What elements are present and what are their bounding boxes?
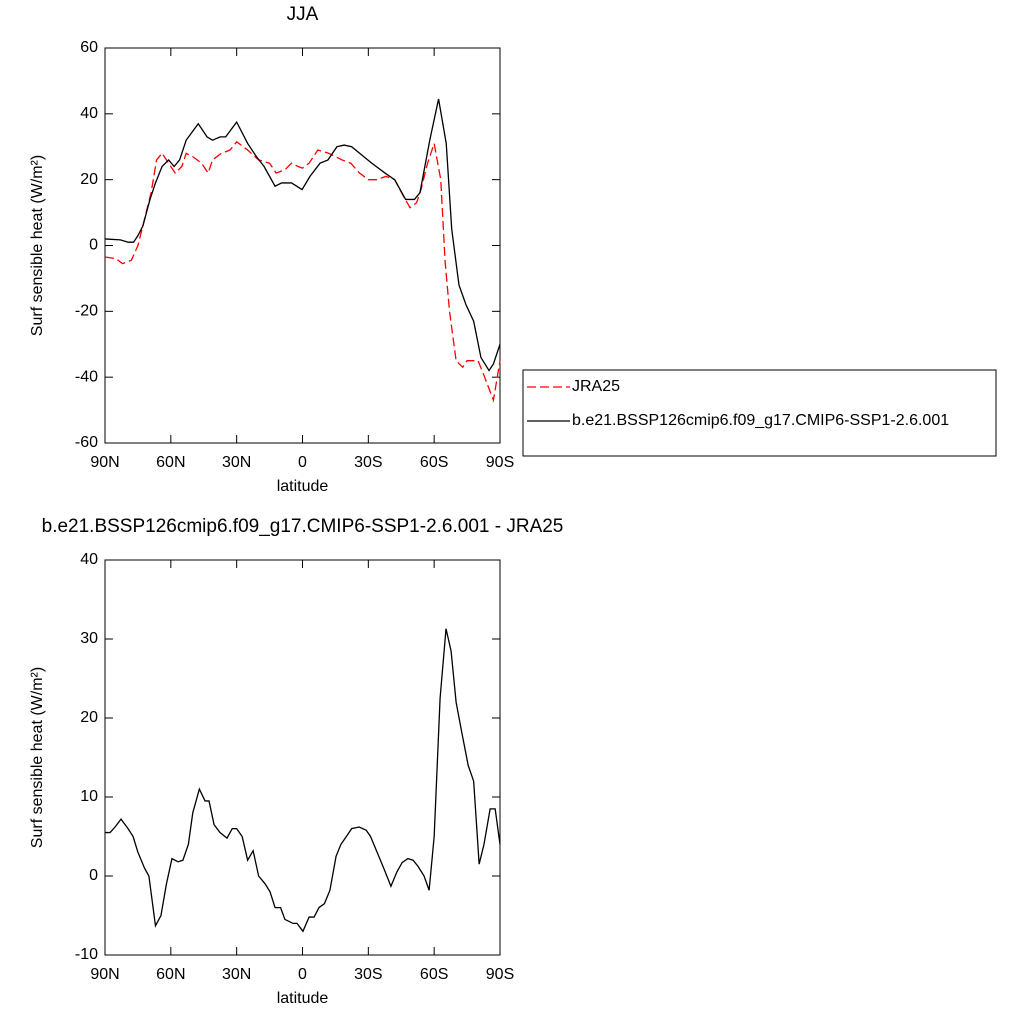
- x-tick-label: 90S: [486, 454, 514, 471]
- y-tick-label: 0: [89, 867, 98, 884]
- x-tick-label: 90N: [90, 966, 119, 983]
- y-tick-label: 20: [80, 709, 98, 726]
- y-tick-label: -60: [75, 434, 98, 451]
- data-line: [104, 98, 501, 372]
- legend-label: JRA25: [572, 378, 620, 395]
- y-axis-label: Surf sensible heat (W/m²): [29, 667, 46, 848]
- y-tick-label: -20: [75, 303, 98, 320]
- chart-title: JJA: [287, 4, 319, 25]
- y-tick-label: -40: [75, 368, 98, 385]
- y-tick-label: -10: [75, 946, 98, 963]
- x-tick-label: 0: [298, 454, 307, 471]
- x-tick-label: 60S: [420, 966, 448, 983]
- x-tick-label: 0: [298, 966, 307, 983]
- data-line: [104, 140, 501, 403]
- y-axis-label: Surf sensible heat (W/m²): [29, 155, 46, 336]
- y-tick-label: 60: [80, 39, 98, 56]
- data-line: [105, 628, 501, 933]
- y-tick-label: 0: [89, 237, 98, 254]
- x-tick-label: 60S: [420, 454, 448, 471]
- x-tick-label: 30S: [354, 454, 382, 471]
- x-axis-label: latitude: [277, 478, 329, 495]
- x-tick-label: 90S: [486, 966, 514, 983]
- legend-label: b.e21.BSSP126cmip6.f09_g17.CMIP6-SSP1-2.…: [572, 412, 949, 429]
- y-tick-label: 30: [80, 630, 98, 647]
- x-tick-label: 60N: [156, 966, 185, 983]
- x-axis-label: latitude: [277, 990, 329, 1007]
- plot-frame: [104, 47, 501, 444]
- y-tick-label: 20: [80, 171, 98, 188]
- x-tick-label: 30S: [354, 966, 382, 983]
- y-tick-label: 40: [80, 551, 98, 568]
- x-tick-label: 30N: [222, 966, 251, 983]
- y-tick-label: 40: [80, 105, 98, 122]
- legend-box: [522, 369, 997, 457]
- x-tick-label: 90N: [90, 454, 119, 471]
- y-tick-label: 10: [80, 788, 98, 805]
- x-tick-label: 60N: [156, 454, 185, 471]
- x-tick-label: 30N: [222, 454, 251, 471]
- chart-title: b.e21.BSSP126cmip6.f09_g17.CMIP6-SSP1-2.…: [42, 516, 564, 537]
